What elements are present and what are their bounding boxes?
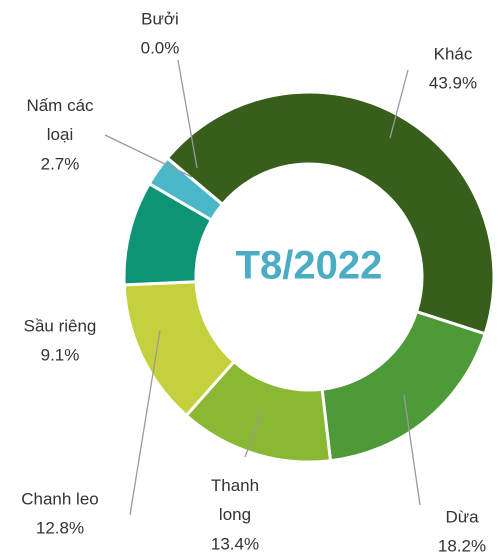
data-label: Dừa 18.2% bbox=[403, 394, 486, 553]
donut-segment bbox=[320, 309, 487, 463]
leader-line bbox=[389, 69, 409, 139]
data-label: Khác 43.9% bbox=[389, 44, 477, 139]
leader-line bbox=[244, 411, 263, 458]
label-line: Nấm các bbox=[26, 96, 94, 115]
data-label: Sầu riêng 9.1% bbox=[24, 316, 97, 364]
category-label: Chanh leo bbox=[21, 489, 99, 508]
data-label: Bưởi 0.0% bbox=[141, 9, 198, 169]
category-label: Sầu riêng bbox=[24, 316, 97, 335]
donut-segment bbox=[165, 90, 496, 336]
label-line: loại bbox=[47, 125, 73, 144]
category-label: Khác bbox=[434, 44, 473, 63]
leader-line bbox=[129, 329, 161, 516]
value-label: 13.4% bbox=[211, 534, 259, 553]
category-label: Bưởi bbox=[141, 9, 179, 28]
category-label: Nấm các loại bbox=[26, 96, 94, 144]
leader-line bbox=[104, 134, 193, 178]
category-label: Dừa bbox=[445, 507, 479, 526]
leader-line bbox=[177, 59, 198, 169]
value-label: 9.1% bbox=[41, 345, 80, 364]
leader-line bbox=[403, 394, 421, 506]
data-label: Thanh long 13.4% bbox=[211, 411, 263, 553]
center-text: T8/2022 bbox=[236, 244, 383, 288]
category-label: Thanh long bbox=[211, 476, 259, 524]
value-label: 0.0% bbox=[141, 38, 180, 57]
value-label: 2.7% bbox=[41, 154, 80, 173]
donut-segment bbox=[147, 155, 225, 223]
data-label: Nấm các loại 2.7% bbox=[26, 96, 193, 178]
label-line: Thanh bbox=[211, 476, 259, 495]
value-label: 18.2% bbox=[438, 536, 486, 553]
label-line: long bbox=[219, 505, 251, 524]
value-label: 43.9% bbox=[429, 73, 477, 92]
data-label: Chanh leo 12.8% bbox=[21, 329, 161, 537]
value-label: 12.8% bbox=[36, 518, 84, 537]
